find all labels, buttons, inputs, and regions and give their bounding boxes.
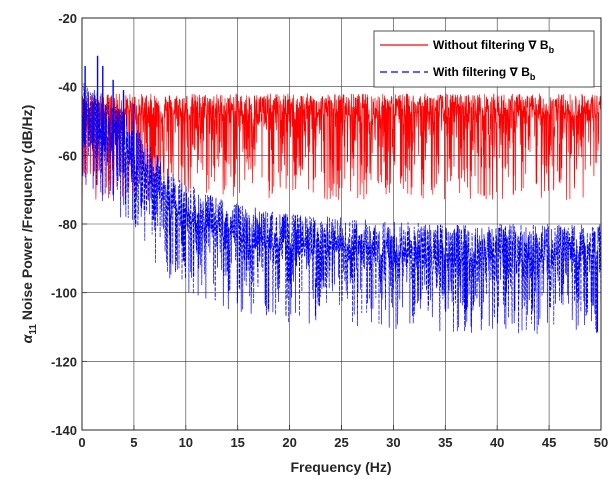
y-tick-label: -80 bbox=[58, 217, 77, 232]
y-tick-label: -40 bbox=[58, 80, 77, 95]
y-axis-label-text: Noise Power /Frequency (dB/Hz) bbox=[19, 105, 35, 324]
axes bbox=[81, 17, 602, 431]
x-tick-label: 30 bbox=[386, 435, 400, 450]
x-tick-label: 25 bbox=[334, 435, 348, 450]
y-tick-label: -100 bbox=[51, 286, 77, 301]
y-axis-label-alpha-sub: 11 bbox=[28, 324, 39, 335]
y-axis-label: α11 Noise Power /Frequency (dB/Hz) bbox=[19, 105, 39, 344]
y-tick-label: -120 bbox=[51, 354, 77, 369]
x-tick-label: 20 bbox=[282, 435, 296, 450]
x-tick-label: 40 bbox=[490, 435, 504, 450]
series-line-1 bbox=[81, 82, 602, 334]
x-axis-label: Frequency (Hz) bbox=[290, 459, 391, 475]
legend-label-without-filtering-sub: b bbox=[549, 45, 555, 55]
y-tick-label: -20 bbox=[58, 11, 77, 26]
x-tick-label: 45 bbox=[542, 435, 556, 450]
x-tick-label: 5 bbox=[130, 435, 137, 450]
y-tick-label: -60 bbox=[58, 148, 77, 163]
x-tick-label: 35 bbox=[438, 435, 452, 450]
x-tick-label: 50 bbox=[594, 435, 608, 450]
series-line-0 bbox=[81, 93, 602, 200]
legend-label-with-filtering: With filtering ∇ Bb bbox=[433, 65, 536, 82]
y-axis-label-alpha: α bbox=[19, 333, 35, 343]
legend-box bbox=[373, 30, 595, 88]
x-tick-label: 15 bbox=[230, 435, 244, 450]
series-layer bbox=[81, 55, 602, 334]
legend-label-with-filtering-sub: b bbox=[530, 72, 536, 82]
legend-label-with-filtering-main: With filtering ∇ B bbox=[433, 65, 530, 79]
x-tick-label: 10 bbox=[179, 435, 193, 450]
x-tick-label: 0 bbox=[78, 435, 85, 450]
legend-label-without-filtering-main: Without filtering ∇ B bbox=[433, 38, 549, 52]
legend: Without filtering ∇ Bb With filtering ∇ … bbox=[373, 30, 595, 88]
tick-labels: 0 5 10 15 20 25 30 35 40 45 50 -140 -120 -100 -80 -60 -4… bbox=[51, 11, 608, 450]
y-tick-label: -140 bbox=[51, 423, 77, 438]
legend-label-without-filtering: Without filtering ∇ Bb bbox=[433, 38, 555, 55]
